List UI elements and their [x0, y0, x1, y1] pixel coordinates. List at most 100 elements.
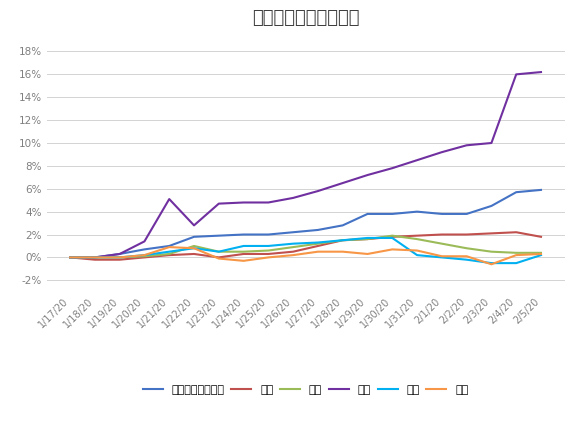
美国 [141, 253, 148, 258]
亚洲（日本除外） [463, 211, 470, 217]
亚洲（日本除外） [414, 209, 421, 214]
Line: 欧洲: 欧洲 [70, 238, 541, 263]
亚洲（日本除外） [538, 187, 545, 193]
亚洲（日本除外） [141, 247, 148, 252]
日本 [91, 257, 98, 262]
亚洲（日本除外） [66, 255, 73, 260]
亚洲（日本除外） [364, 211, 371, 217]
欧洲 [66, 255, 73, 260]
美国 [463, 254, 470, 259]
全球 [414, 236, 421, 242]
美国 [240, 258, 247, 263]
中国 [215, 201, 222, 206]
日本 [66, 255, 73, 260]
中国 [190, 223, 197, 228]
美国 [265, 255, 272, 260]
欧洲 [463, 257, 470, 262]
日本 [488, 231, 495, 236]
中国 [116, 251, 123, 257]
全球 [265, 248, 272, 253]
美国 [488, 262, 495, 267]
欧洲 [488, 260, 495, 266]
亚洲（日本除外） [438, 211, 445, 217]
亚洲（日本除外） [240, 232, 247, 237]
日本 [190, 251, 197, 257]
全球 [364, 236, 371, 242]
全球 [513, 250, 520, 255]
美国 [364, 251, 371, 257]
中国 [414, 157, 421, 163]
Line: 中国: 中国 [70, 72, 541, 257]
中国 [166, 196, 173, 202]
美国 [339, 249, 346, 254]
全球 [66, 255, 73, 260]
亚洲（日本除外） [215, 233, 222, 238]
美国 [166, 245, 173, 250]
日本 [240, 251, 247, 257]
全球 [116, 255, 123, 260]
亚洲（日本除外） [290, 230, 297, 235]
日本 [538, 234, 545, 239]
美国 [414, 248, 421, 253]
美国 [290, 253, 297, 258]
欧洲 [414, 253, 421, 258]
美国 [389, 247, 396, 252]
日本 [389, 234, 396, 239]
欧洲 [538, 253, 545, 258]
全球 [290, 245, 297, 250]
日本 [166, 253, 173, 258]
Line: 美国: 美国 [70, 247, 541, 264]
欧洲 [364, 236, 371, 241]
亚洲（日本除外） [190, 234, 197, 239]
亚洲（日本除外） [91, 255, 98, 260]
日本 [364, 236, 371, 242]
欧洲 [116, 255, 123, 260]
中国 [290, 195, 297, 200]
中国 [265, 200, 272, 205]
亚洲（日本除外） [265, 232, 272, 237]
中国 [538, 69, 545, 75]
全球 [314, 241, 321, 246]
中国 [91, 255, 98, 260]
中国 [513, 72, 520, 77]
Line: 全球: 全球 [70, 236, 541, 257]
亚洲（日本除外） [339, 223, 346, 228]
中国 [339, 181, 346, 186]
亚洲（日本除外） [389, 211, 396, 217]
全球 [488, 249, 495, 254]
日本 [141, 255, 148, 260]
中国 [66, 255, 73, 260]
中国 [141, 239, 148, 244]
日本 [339, 238, 346, 243]
亚洲（日本除外） [513, 190, 520, 195]
全球 [389, 233, 396, 238]
中国 [314, 188, 321, 193]
日本 [215, 255, 222, 260]
亚洲（日本除外） [116, 251, 123, 257]
全球 [141, 254, 148, 259]
全球 [91, 255, 98, 260]
全球 [339, 238, 346, 243]
全球 [215, 249, 222, 254]
Legend: 亚洲（日本除外）, 日本, 全球, 中国, 欧洲, 美国: 亚洲（日本除外）, 日本, 全球, 中国, 欧洲, 美国 [138, 381, 473, 399]
美国 [513, 253, 520, 258]
美国 [438, 254, 445, 259]
中国 [488, 140, 495, 145]
日本 [290, 249, 297, 254]
日本 [438, 232, 445, 237]
中国 [364, 172, 371, 178]
欧洲 [240, 243, 247, 248]
Line: 亚洲（日本除外）: 亚洲（日本除外） [70, 190, 541, 257]
Title: 医疗健康行业累积回报: 医疗健康行业累积回报 [252, 9, 359, 27]
亚洲（日本除外） [166, 243, 173, 248]
Line: 日本: 日本 [70, 232, 541, 260]
欧洲 [190, 246, 197, 251]
日本 [265, 251, 272, 257]
亚洲（日本除外） [314, 227, 321, 233]
全球 [190, 243, 197, 248]
全球 [240, 249, 247, 254]
美国 [91, 255, 98, 260]
中国 [463, 143, 470, 148]
美国 [66, 255, 73, 260]
全球 [438, 241, 445, 246]
